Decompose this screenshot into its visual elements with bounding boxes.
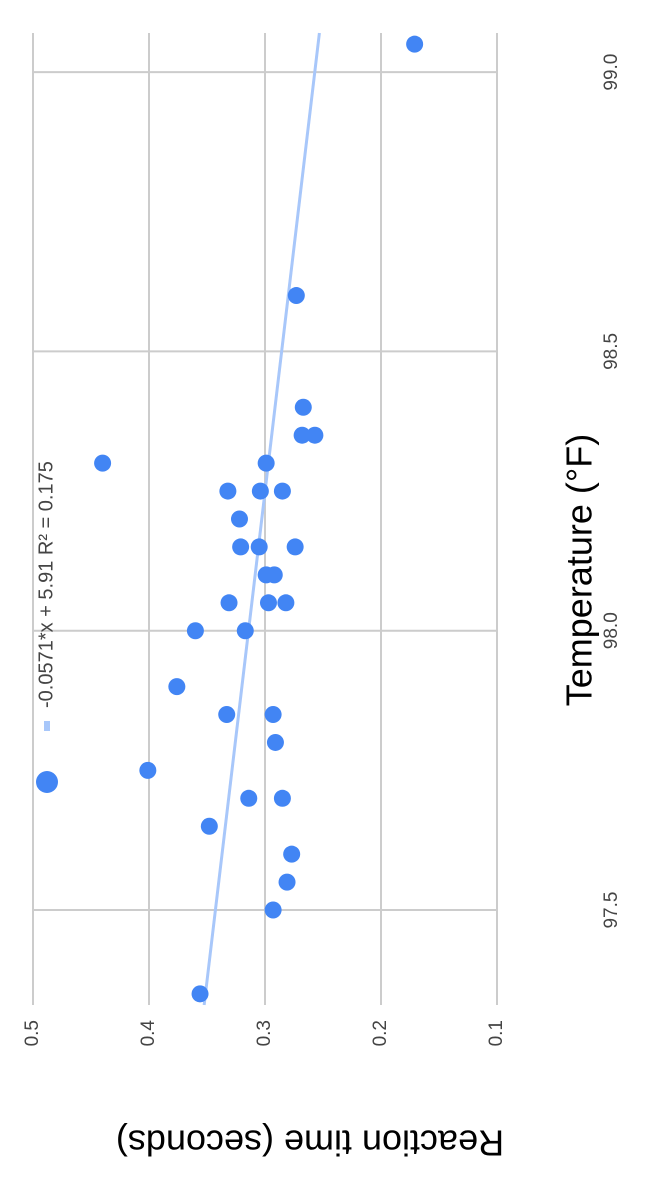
y-tick-label: 0.4: [138, 1020, 159, 1047]
point: [264, 706, 282, 724]
point: [139, 761, 157, 779]
point: [186, 622, 204, 640]
point: [283, 845, 301, 863]
y-tick-label: 0.2: [370, 1020, 391, 1046]
rotated-chart: 0.1 0.2 0.3 0.4 0.5 97.5 98.0 98.5 99.0 -0.0571*x…: [22, 32, 622, 1163]
point: [220, 594, 238, 612]
y-tick-label: 0.1: [486, 1020, 507, 1046]
point: [236, 622, 254, 640]
trendline: [202, 32, 321, 1006]
point: [257, 454, 275, 472]
x-axis-title: Temperature (°F): [559, 434, 600, 706]
point: [240, 789, 258, 807]
y-tick-label: 0.3: [254, 1020, 275, 1046]
point: [294, 398, 312, 416]
point: [266, 733, 284, 751]
point: [287, 287, 305, 305]
point: [250, 538, 268, 556]
y-tick-label: 0.5: [22, 1020, 43, 1046]
point: [219, 482, 237, 500]
point: [200, 817, 218, 835]
point: [94, 454, 112, 472]
point: [278, 873, 296, 891]
point: [293, 426, 311, 444]
point: [218, 706, 236, 724]
x-tick-label: 99.0: [601, 54, 622, 91]
legend-marker: [36, 771, 58, 793]
y-axis-title: Reaction time (seconds): [116, 1122, 504, 1163]
point: [265, 566, 283, 584]
x-tick-label: 97.5: [601, 892, 622, 929]
point: [232, 538, 250, 556]
point: [286, 538, 304, 556]
x-tick-label: 98.0: [601, 612, 622, 649]
point: [230, 510, 248, 528]
point: [306, 426, 324, 444]
point: [259, 594, 277, 612]
point: [273, 789, 291, 807]
point: [264, 901, 282, 919]
point: [251, 482, 269, 500]
point: [168, 678, 186, 696]
x-tick-label: 98.5: [601, 333, 622, 370]
point: [191, 985, 209, 1003]
point: [273, 482, 291, 500]
legend-label: -0.0571*x + 5.91 R² = 0.175: [35, 461, 57, 708]
point: [406, 35, 424, 53]
point: [277, 594, 295, 612]
